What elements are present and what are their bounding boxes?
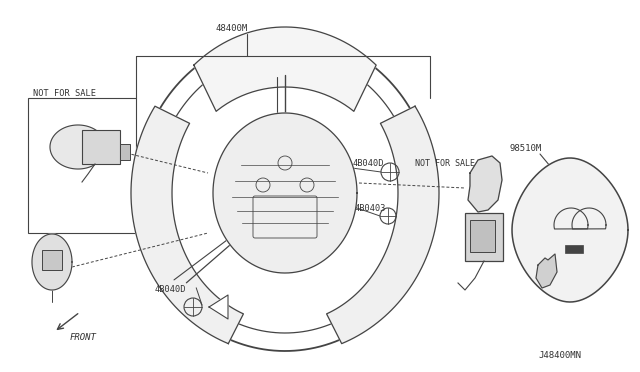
Bar	[565, 245, 583, 253]
Text: NOT FOR SALE: NOT FOR SALE	[415, 158, 475, 167]
Polygon shape	[131, 106, 243, 344]
Polygon shape	[512, 158, 628, 302]
Text: 4B040D: 4B040D	[155, 285, 186, 295]
Polygon shape	[213, 113, 357, 273]
Polygon shape	[32, 234, 72, 290]
Bar	[42, 250, 62, 270]
Polygon shape	[536, 254, 557, 288]
Polygon shape	[50, 125, 106, 169]
Text: 48400M: 48400M	[215, 23, 247, 32]
Bar	[120, 144, 130, 160]
Bar	[28, 98, 136, 233]
Bar	[470, 220, 495, 252]
Polygon shape	[209, 295, 228, 319]
Text: 98510M: 98510M	[510, 144, 542, 153]
Polygon shape	[468, 156, 502, 212]
Polygon shape	[326, 106, 439, 344]
Text: J48400MN: J48400MN	[538, 352, 582, 360]
Bar	[465, 213, 503, 261]
Text: 4B040D: 4B040D	[353, 158, 385, 167]
Text: NOT FOR SALE: NOT FOR SALE	[33, 89, 96, 97]
Text: 4B0403: 4B0403	[355, 203, 387, 212]
Text: FRONT: FRONT	[70, 334, 97, 343]
Bar	[82, 130, 120, 164]
Polygon shape	[194, 27, 376, 111]
